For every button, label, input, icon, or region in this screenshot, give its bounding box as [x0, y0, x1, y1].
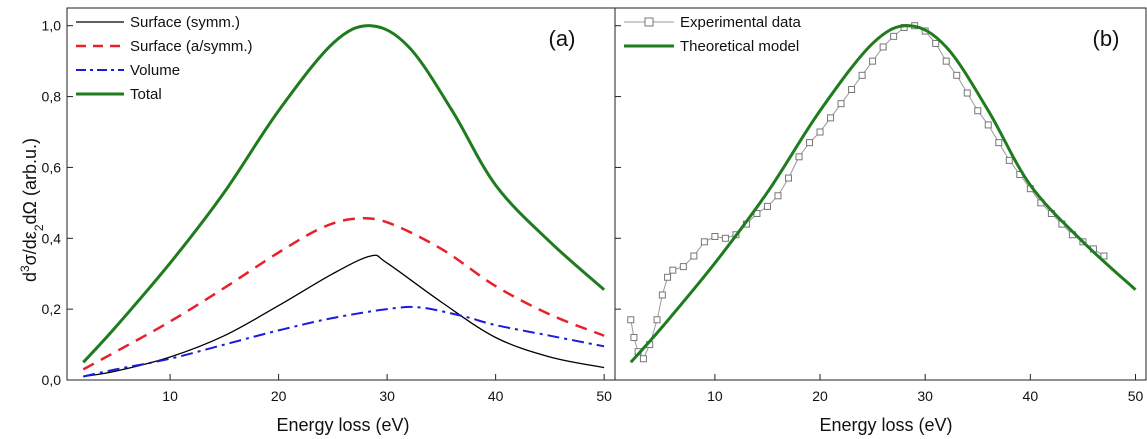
data-point-experimental-data [795, 153, 803, 161]
series-line-surface-a-symm [82, 216, 605, 371]
x-tick-label: 50 [1128, 388, 1144, 404]
data-point-experimental-data [690, 252, 698, 260]
legend-label-theoretical-model: Theoretical model [680, 38, 799, 55]
data-point-experimental-data [995, 139, 1003, 147]
data-point-experimental-data [1005, 156, 1013, 164]
data-point-experimental-data [848, 85, 856, 93]
data-point-experimental-data [890, 32, 898, 40]
data-point-experimental-data [784, 174, 792, 182]
data-point-experimental-data [932, 39, 940, 47]
data-point-experimental-data [627, 316, 635, 324]
panel-b-ticks: 10 20 30 40 50 [615, 25, 1144, 404]
data-point-experimental-data [984, 121, 992, 129]
data-point-experimental-data [639, 355, 647, 363]
legend-marker-experimental-data [644, 17, 654, 27]
panel-a-legend: Surface (symm.) Surface (a/symm.) Volume To… [76, 14, 253, 103]
x-tick-label: 30 [917, 388, 933, 404]
y-axis-title: d3σ/dε2dΩ (arb.u.) [18, 138, 46, 282]
legend-label-volume: Volume [130, 62, 180, 79]
data-point-experimental-data [679, 263, 687, 271]
data-point-experimental-data [664, 273, 672, 281]
y-tick-label: 0,0 [42, 372, 62, 388]
panel-b: 10 20 30 40 50 (b) Energy loss (eV) Experime… [614, 7, 1147, 435]
data-point-experimental-data [806, 139, 814, 147]
data-point-experimental-data [1100, 252, 1108, 260]
data-point-experimental-data [630, 333, 638, 341]
x-tick-label: 20 [271, 388, 287, 404]
x-tick-label: 40 [1023, 388, 1039, 404]
series-line-theoretical-model [629, 24, 1137, 364]
panel-b-frame [614, 7, 1147, 381]
y-tick-label: 0,2 [42, 301, 62, 317]
legend-label-surface-a-symm: Surface (a/symm.) [130, 38, 253, 55]
series-line-experimental-data [630, 25, 1105, 360]
data-point-experimental-data [774, 192, 782, 200]
panel-a-ticks: 10 20 30 40 50 0,0 0,2 0,4 0,6 0,8 1,0 [42, 18, 613, 404]
data-point-experimental-data [953, 71, 961, 79]
x-tick-label: 40 [488, 388, 504, 404]
data-point-experimental-data [763, 202, 771, 210]
x-tick-label: 20 [812, 388, 828, 404]
series-line-surface-symm [83, 254, 605, 378]
legend-label-experimental-data: Experimental data [680, 14, 802, 31]
data-point-experimental-data [816, 128, 824, 136]
y-tick-label: 1,0 [42, 18, 62, 34]
y-tick-label: 0,8 [42, 89, 62, 105]
data-point-experimental-data [700, 238, 708, 246]
data-point-experimental-data [711, 233, 719, 241]
data-point-experimental-data [963, 89, 971, 97]
x-tick-label: 30 [379, 388, 395, 404]
y-tick-label: 0,6 [42, 159, 62, 175]
x-tick-label: 10 [162, 388, 178, 404]
data-point-experimental-data [858, 71, 866, 79]
series-line-total [82, 24, 606, 364]
data-point-experimental-data [658, 291, 666, 299]
series-line-volume [83, 305, 605, 378]
legend-label-surface-symm: Surface (symm.) [130, 14, 240, 31]
data-point-experimental-data [669, 266, 677, 274]
panel-b-label: (b) [1093, 26, 1120, 51]
legend-label-total: Total [130, 86, 162, 103]
x-tick-label: 10 [707, 388, 723, 404]
data-point-experimental-data [879, 43, 887, 51]
data-point-experimental-data [869, 57, 877, 65]
panel-a-label: (a) [549, 26, 576, 51]
panel-a-x-axis-title: Energy loss (eV) [276, 415, 409, 435]
x-tick-label: 50 [596, 388, 612, 404]
data-point-experimental-data [974, 107, 982, 115]
panel-a-plot-layer [82, 24, 606, 378]
data-point-experimental-data [721, 234, 729, 242]
data-point-experimental-data [653, 316, 661, 324]
data-point-experimental-data [827, 114, 835, 122]
panel-a: 10 20 30 40 50 0,0 0,2 0,4 0,6 0,8 1,0 (a) Energy … [42, 7, 616, 435]
data-point-experimental-data [837, 100, 845, 108]
y-tick-label: 0,4 [42, 230, 62, 246]
panel-b-x-axis-title: Energy loss (eV) [819, 415, 952, 435]
data-point-experimental-data [942, 57, 950, 65]
panel-b-legend: Experimental data Theoretical model [624, 14, 802, 55]
panel-b-plot-layer [627, 22, 1137, 364]
